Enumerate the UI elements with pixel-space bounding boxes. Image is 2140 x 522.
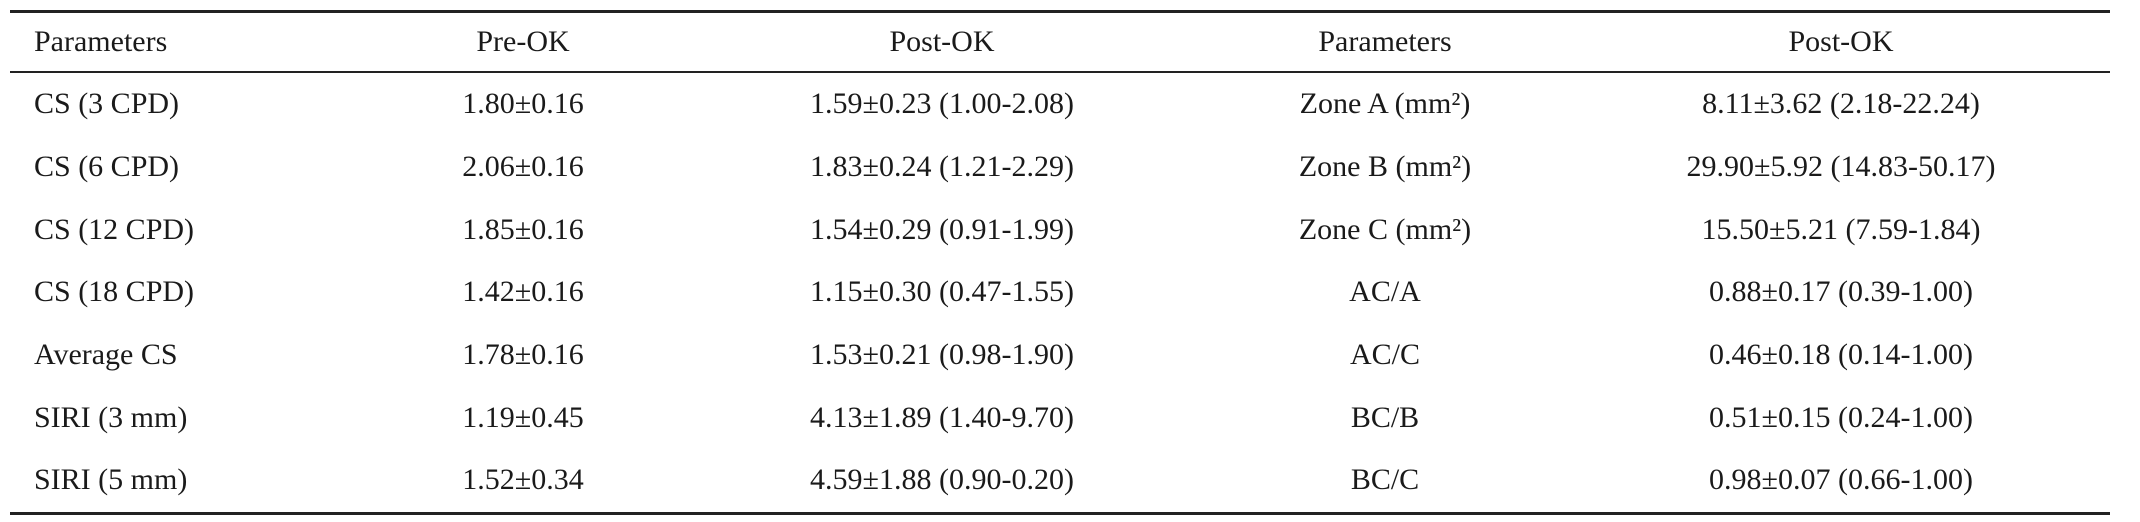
table-row: Average CS 1.78±0.16 1.53±0.21 (0.98-1.90)… bbox=[10, 324, 2110, 387]
table-cell: 1.53±0.21 (0.98-1.90) bbox=[810, 338, 1074, 372]
table-cell: 4.59±1.88 (0.90-0.20) bbox=[810, 463, 1074, 497]
table-cell: 1.80±0.16 bbox=[462, 87, 584, 121]
table-cell: 1.52±0.34 bbox=[462, 463, 584, 497]
header-cell: Parameters bbox=[34, 25, 168, 58]
table-row: CS (18 CPD) 1.42±0.16 1.15±0.30 (0.47-1.55… bbox=[10, 261, 2110, 324]
table-row: CS (12 CPD) 1.85±0.16 1.54±0.29 (0.91-1.99… bbox=[10, 198, 2110, 261]
table-cell: 0.88±0.17 (0.39-1.00) bbox=[1709, 275, 1973, 309]
table-cell: Zone B (mm²) bbox=[1298, 150, 1472, 184]
table-cell: 15.50±5.21 (7.59-1.84) bbox=[1701, 212, 1981, 246]
table-cell: Zone C (mm²) bbox=[1298, 212, 1472, 246]
table-cell: 2.06±0.16 bbox=[462, 150, 584, 184]
table-cell: 1.59±0.23 (1.00-2.08) bbox=[810, 87, 1074, 121]
table-cell: 4.13±1.89 (1.40-9.70) bbox=[810, 400, 1074, 434]
header-cell: Parameters bbox=[1318, 25, 1452, 58]
header-cell: Pre-OK bbox=[476, 25, 570, 58]
header-row: Parameters Pre-OK Post-OK Parameters Post-OK bbox=[10, 11, 2110, 72]
header-cell: Post-OK bbox=[889, 25, 995, 58]
table-body: CS (3 CPD) 1.80±0.16 1.59±0.23 (1.00-2.08)… bbox=[10, 72, 2110, 514]
table-cell: 0.98±0.07 (0.66-1.00) bbox=[1709, 463, 1973, 497]
table-cell: 0.51±0.15 (0.24-1.00) bbox=[1709, 400, 1973, 434]
table-cell: 1.83±0.24 (1.21-2.29) bbox=[810, 150, 1074, 184]
table-cell: 1.42±0.16 bbox=[462, 275, 584, 309]
table-cell: CS (3 CPD) bbox=[34, 87, 180, 121]
table-cell: 8.11±3.62 (2.18-22.24) bbox=[1702, 87, 1980, 121]
table-cell: 1.19±0.45 bbox=[462, 400, 584, 434]
table-cell: BC/C bbox=[1350, 463, 1420, 497]
table-row: CS (3 CPD) 1.80±0.16 1.59±0.23 (1.00-2.08)… bbox=[10, 72, 2110, 136]
table-cell: AC/A bbox=[1349, 275, 1421, 309]
table-header: Parameters Pre-OK Post-OK Parameters Post-OK bbox=[10, 11, 2110, 72]
table-cell: BC/B bbox=[1350, 400, 1420, 434]
table-cell: 0.46±0.18 (0.14-1.00) bbox=[1709, 338, 1973, 372]
table-row: SIRI (3 mm) 1.19±0.45 4.13±1.89 (1.40-9.70… bbox=[10, 386, 2110, 449]
header-cell: Post-OK bbox=[1788, 25, 1894, 58]
table-cell: 1.15±0.30 (0.47-1.55) bbox=[810, 275, 1074, 309]
table-cell: Average CS bbox=[34, 338, 178, 372]
table-cell: AC/C bbox=[1349, 338, 1421, 372]
table-cell: 1.54±0.29 (0.91-1.99) bbox=[810, 212, 1074, 246]
table-cell: CS (12 CPD) bbox=[34, 212, 195, 246]
table-cell: SIRI (3 mm) bbox=[34, 400, 188, 434]
table-cell: CS (6 CPD) bbox=[34, 150, 180, 184]
table-cell: 1.78±0.16 bbox=[462, 338, 584, 372]
table-cell: 29.90±5.92 (14.83-50.17) bbox=[1686, 150, 1996, 184]
table-cell: CS (18 CPD) bbox=[34, 275, 195, 309]
table-cell: 1.85±0.16 bbox=[462, 212, 584, 246]
table-row: CS (6 CPD) 2.06±0.16 1.83±0.24 (1.21-2.29)… bbox=[10, 136, 2110, 199]
table-row: SIRI (5 mm) 1.52±0.34 4.59±1.88 (0.90-0.20… bbox=[10, 449, 2110, 514]
table-cell: SIRI (5 mm) bbox=[34, 463, 188, 497]
table-cell: Zone A (mm²) bbox=[1299, 87, 1471, 121]
data-table: Parameters Pre-OK Post-OK Parameters Post-OK… bbox=[10, 10, 2110, 515]
